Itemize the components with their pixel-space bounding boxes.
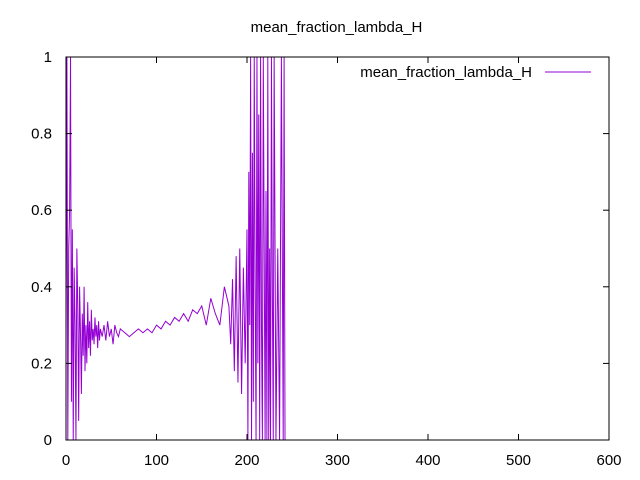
y-tick-label: 0.6 [31, 202, 52, 219]
x-tick-label: 500 [506, 452, 531, 469]
legend: mean_fraction_lambda_H [360, 64, 591, 81]
x-tick-label: 100 [144, 452, 169, 469]
legend-label: mean_fraction_lambda_H [360, 64, 532, 81]
y-tick-label: 0 [44, 432, 52, 449]
x-tick-label: 300 [325, 452, 350, 469]
x-tick-label: 200 [234, 452, 259, 469]
x-tick-label: 600 [596, 452, 621, 469]
plot-area [66, 57, 285, 440]
x-tick-label: 400 [415, 452, 440, 469]
chart-title: mean_fraction_lambda_H [251, 19, 423, 36]
y-tick-label: 0.8 [31, 126, 52, 143]
x-tick-label: 0 [62, 452, 70, 469]
plot-border [66, 57, 609, 440]
y-tick-label: 0.2 [31, 355, 52, 372]
series-line [66, 57, 285, 440]
y-tick-label: 0.4 [31, 279, 52, 296]
axes: 0 100 200 300 400 500 600 0 0.2 0.4 0.6 0.8 1 [31, 49, 621, 469]
y-tick-label: 1 [44, 49, 52, 66]
